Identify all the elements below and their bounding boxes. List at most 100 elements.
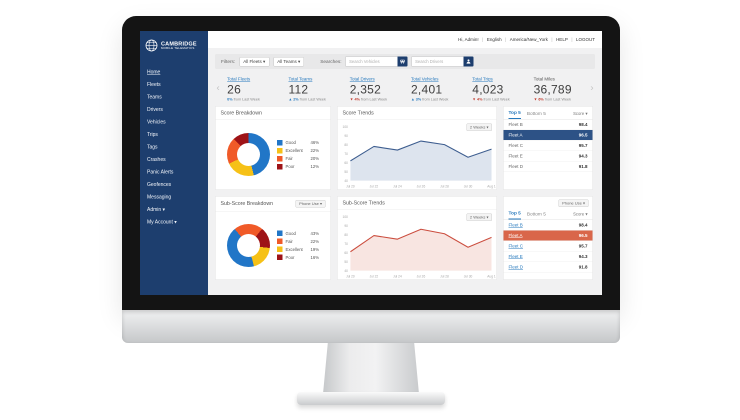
fleet-rows: Fleet B 98.4 Fleet A 96.5 Fleet C 95.7 Fleet E… [503,220,593,273]
x-axis-label: Jul 22 [370,184,379,188]
fleet-row[interactable]: Fleet D 91.8 [503,161,593,172]
language-link[interactable]: English [486,37,502,42]
stat-label-link[interactable]: Total Trips [472,76,493,82]
globe-icon [145,39,158,52]
user-greeting[interactable]: Hi, Admin! [458,37,479,42]
legend-value: 46% [310,140,319,146]
metric-dropdown[interactable]: Phone Use ▾ [295,199,326,208]
vehicle-search-button[interactable] [397,56,408,67]
stat-total-trips: Total Trips 4,023 ▼ 4% from Last Week [466,74,527,102]
x-axis-label: Aug 1 [487,184,496,188]
fleet-row[interactable]: Fleet C 95.7 [503,241,593,252]
card-title: Score Trends [342,109,374,116]
legend-label: Poor [285,164,295,170]
score-sort-header[interactable]: Score ▾ [573,110,588,116]
monitor-stand-base [297,392,445,405]
logout-link[interactable]: LOGOUT [575,37,595,42]
sidebar-item-drivers[interactable]: Drivers [147,107,163,113]
sidebar-item-home[interactable]: Home [147,69,161,76]
fleet-name[interactable]: Fleet E [508,253,523,259]
timezone-link[interactable]: America/New_York [509,37,548,42]
stat-change: ▼ 4% from Last Week [472,96,510,102]
legend-value: 20% [310,156,319,162]
sidebar-item-messaging[interactable]: Messaging [147,194,172,201]
tab-top5[interactable]: Top 5 [508,210,521,220]
stat-label-link[interactable]: Total Drivers [349,76,375,82]
sidebar-item-my-account[interactable]: My Account ▾ [147,219,177,226]
sidebar-item-tags[interactable]: Tags [147,144,158,151]
vehicle-search-input[interactable] [345,56,398,67]
stat-change: ▼ 4% from Last Week [349,96,388,102]
card-header: Sub-Score Trends [337,196,497,210]
driver-search-button[interactable] [463,56,474,67]
trend-area [350,229,492,271]
fleet-name[interactable]: Fleet C [508,243,524,249]
fleet-score: 95.7 [578,142,588,148]
y-axis-tick: 100 [343,124,348,128]
stat-change: ▲ 3% from Last Week [411,96,449,102]
carousel-prev-icon[interactable]: ‹ [216,82,220,93]
top-utility-bar: Hi, Admin! | English | America/New_York … [208,31,602,48]
sidebar-item-fleets[interactable]: Fleets [147,82,161,88]
fleet-row[interactable]: Fleet B 98.4 [503,220,593,231]
fleet-row[interactable]: Fleet A 96.5 [503,129,593,141]
legend-label: Good [285,140,296,146]
tab-bottom5[interactable]: Bottom 5 [526,110,546,117]
stat-label-link[interactable]: Total Vehicles [411,76,439,82]
y-axis-tick: 60 [344,161,348,165]
sidebar-item-trips[interactable]: Trips [147,132,158,138]
stat-total-teams: Total Teams 112 ▲ 2% from Last Week [282,74,343,102]
stat-value: 2,401 [411,83,443,97]
monitor-stand-neck [323,343,419,394]
carousel-next-icon[interactable]: › [590,82,594,93]
fleet-row[interactable]: Fleet E 94.3 [503,151,593,162]
stat-label-link[interactable]: Total Teams [288,76,313,82]
fleet-name: Fleet D [508,163,524,169]
brand-line1: CAMBRIDGE [161,40,197,47]
sidebar-item-geofences[interactable]: Geofences [147,182,172,188]
y-axis-tick: 50 [344,260,348,264]
card-title: Sub-Score Trends [342,199,385,206]
x-axis-label: Jul 28 [440,184,449,188]
fleet-row[interactable]: Fleet C 95.7 [503,140,593,151]
legend-label: Fair [285,156,293,162]
sidebar-item-panic-alerts[interactable]: Panic Alerts [147,169,174,176]
tab-top5[interactable]: Top 5 [508,110,521,119]
legend-item: Excellent 22% [276,147,319,154]
fleet-name[interactable]: Fleet B [508,222,523,228]
team-filter-dropdown[interactable]: All Teams ▾ [273,56,305,67]
help-link[interactable]: HELP [556,37,568,42]
stat-label-link[interactable]: Total Fleets [227,76,251,82]
bus-icon [400,59,405,64]
fleet-row[interactable]: Fleet D 91.8 [503,262,593,273]
fleet-name[interactable]: Fleet A [508,232,523,238]
monitor-bezel: CAMBRIDGE MOBILE TELEMATICS Home Fleets … [122,16,620,310]
metric-dropdown[interactable]: Phone Use ▾ [558,199,589,207]
fleet-row[interactable]: Fleet A 96.5 [503,230,593,241]
stat-value: 4,023 [472,83,504,97]
range-dropdown[interactable]: 2 Weeks ▾ [466,123,492,131]
fleet-name[interactable]: Fleet D [508,264,524,270]
driver-search-input[interactable] [411,56,464,67]
sidebar-item-admin[interactable]: Admin ▾ [147,207,166,213]
sidebar-item-crashes[interactable]: Crashes [147,157,166,163]
fleet-row[interactable]: Fleet E 94.3 [503,251,593,262]
chart-area: 2 Weeks ▾ 100 90 80 70 60 50 40 Jul 20 Jul 22 Jul… [338,120,497,190]
range-dropdown[interactable]: 2 Weeks ▾ [466,213,492,221]
fleet-filter-dropdown[interactable]: All Fleets ▾ [239,56,270,67]
card-header: Sub-Score Breakdown Phone Use ▾ [215,196,331,212]
sidebar-item-vehicles[interactable]: Vehicles [147,119,166,126]
monitor-screen: CAMBRIDGE MOBILE TELEMATICS Home Fleets … [140,31,602,295]
fleet-row[interactable]: Fleet B 98.4 [503,119,593,130]
score-sort-header[interactable]: Score ▾ [573,211,588,217]
legend-label: Fair [285,238,293,244]
tab-bottom5[interactable]: Bottom 5 [526,211,546,217]
sidebar-item-teams[interactable]: Teams [147,94,162,101]
score-trends-card: Score Trends 2 Weeks ▾ 100 90 80 70 60 50 40 Ju… [337,105,497,190]
stat-value: 36,789 [533,83,572,97]
score-breakdown-donut [226,133,270,177]
list-tabs: Top 5 Bottom 5 Score ▾ [503,207,593,220]
y-axis-tick: 90 [344,223,348,227]
stat-change: ▼ 6% from Last Week [533,96,571,102]
